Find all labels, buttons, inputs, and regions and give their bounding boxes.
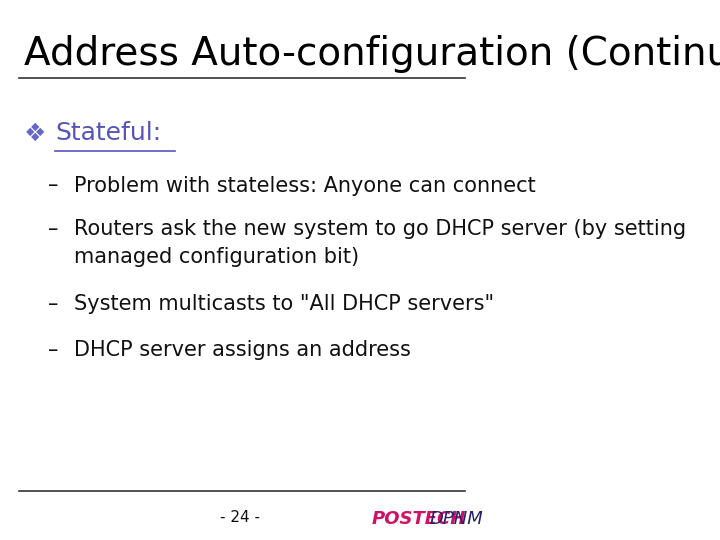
Text: - 24 -: - 24 - [220,510,260,525]
Text: Stateful:: Stateful: [55,122,161,145]
Text: DHCP server assigns an address: DHCP server assigns an address [74,340,411,360]
Text: ❖: ❖ [24,122,46,145]
Text: –: – [48,294,58,314]
Text: Routers ask the new system to go DHCP server (by setting
managed configuration b: Routers ask the new system to go DHCP se… [74,219,686,267]
Text: System multicasts to "All DHCP servers": System multicasts to "All DHCP servers" [74,294,495,314]
Text: –: – [48,176,58,195]
Text: Problem with stateless: Anyone can connect: Problem with stateless: Anyone can conne… [74,176,536,195]
Text: Address Auto-configuration (Continued): Address Auto-configuration (Continued) [24,35,720,73]
Text: POSTECH: POSTECH [372,510,466,528]
Text: –: – [48,219,58,239]
Text: DPNM: DPNM [429,510,483,528]
Text: –: – [48,340,58,360]
